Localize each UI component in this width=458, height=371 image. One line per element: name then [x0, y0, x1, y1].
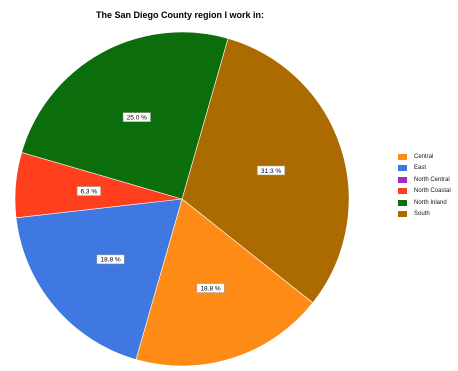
data-label-text-central: 18.8 %	[200, 285, 220, 292]
legend-swatch-north-coastal	[398, 188, 407, 195]
data-label-text-east: 18.8 %	[100, 257, 120, 264]
legend-label-north-coastal: North Coastal	[414, 188, 451, 195]
legend: Central East North Central North Coastal Nor…	[398, 151, 458, 220]
pie-slices	[14, 31, 350, 367]
legend-label-south: South	[414, 211, 430, 218]
legend-item-north-inland: North Inland	[398, 197, 458, 209]
data-label-text-north-coastal: 6.3 %	[81, 188, 98, 195]
legend-item-east: East	[398, 163, 458, 175]
data-label-text-north-inland: 25.0 %	[127, 114, 147, 121]
legend-label-central: Central	[414, 153, 434, 160]
legend-label-north-inland: North Inland	[414, 199, 447, 206]
data-label-box-east	[96, 254, 125, 265]
data-label-box-north-inland	[122, 112, 151, 122]
pie-labels: 31.3 % 18.8 % 18.8 % 6.3 % 25.0 %	[76, 112, 286, 293]
legend-item-north-central: North Central	[398, 174, 458, 186]
data-label-south: 31.3 %	[257, 165, 286, 176]
data-label-east: 18.8 %	[96, 254, 125, 265]
legend-item-south: South	[398, 209, 458, 221]
legend-swatch-south	[398, 211, 407, 218]
legend-item-north-coastal: North Coastal	[398, 186, 458, 198]
data-label-box-south	[257, 165, 286, 176]
pie-slice-east	[15, 198, 183, 360]
pie-slice-central	[135, 198, 314, 367]
legend-swatch-north-inland	[398, 199, 407, 206]
legend-label-east: East	[414, 165, 427, 172]
legend-swatch-east	[398, 165, 407, 172]
chart-title: The San Diego County region I work in:	[95, 10, 264, 20]
legend-label-north-central: North Central	[414, 176, 450, 183]
legend-swatch-north-central	[398, 176, 407, 183]
legend-item-central: Central	[398, 151, 458, 163]
data-label-text-south: 31.3 %	[261, 168, 281, 175]
data-label-north-inland: 25.0 %	[122, 112, 151, 122]
data-label-box-north-coastal	[76, 186, 101, 196]
data-label-central: 18.8 %	[196, 283, 225, 293]
legend-swatch-central	[398, 153, 407, 160]
data-label-north-coastal: 6.3 %	[76, 186, 101, 196]
data-label-box-central	[196, 283, 225, 293]
